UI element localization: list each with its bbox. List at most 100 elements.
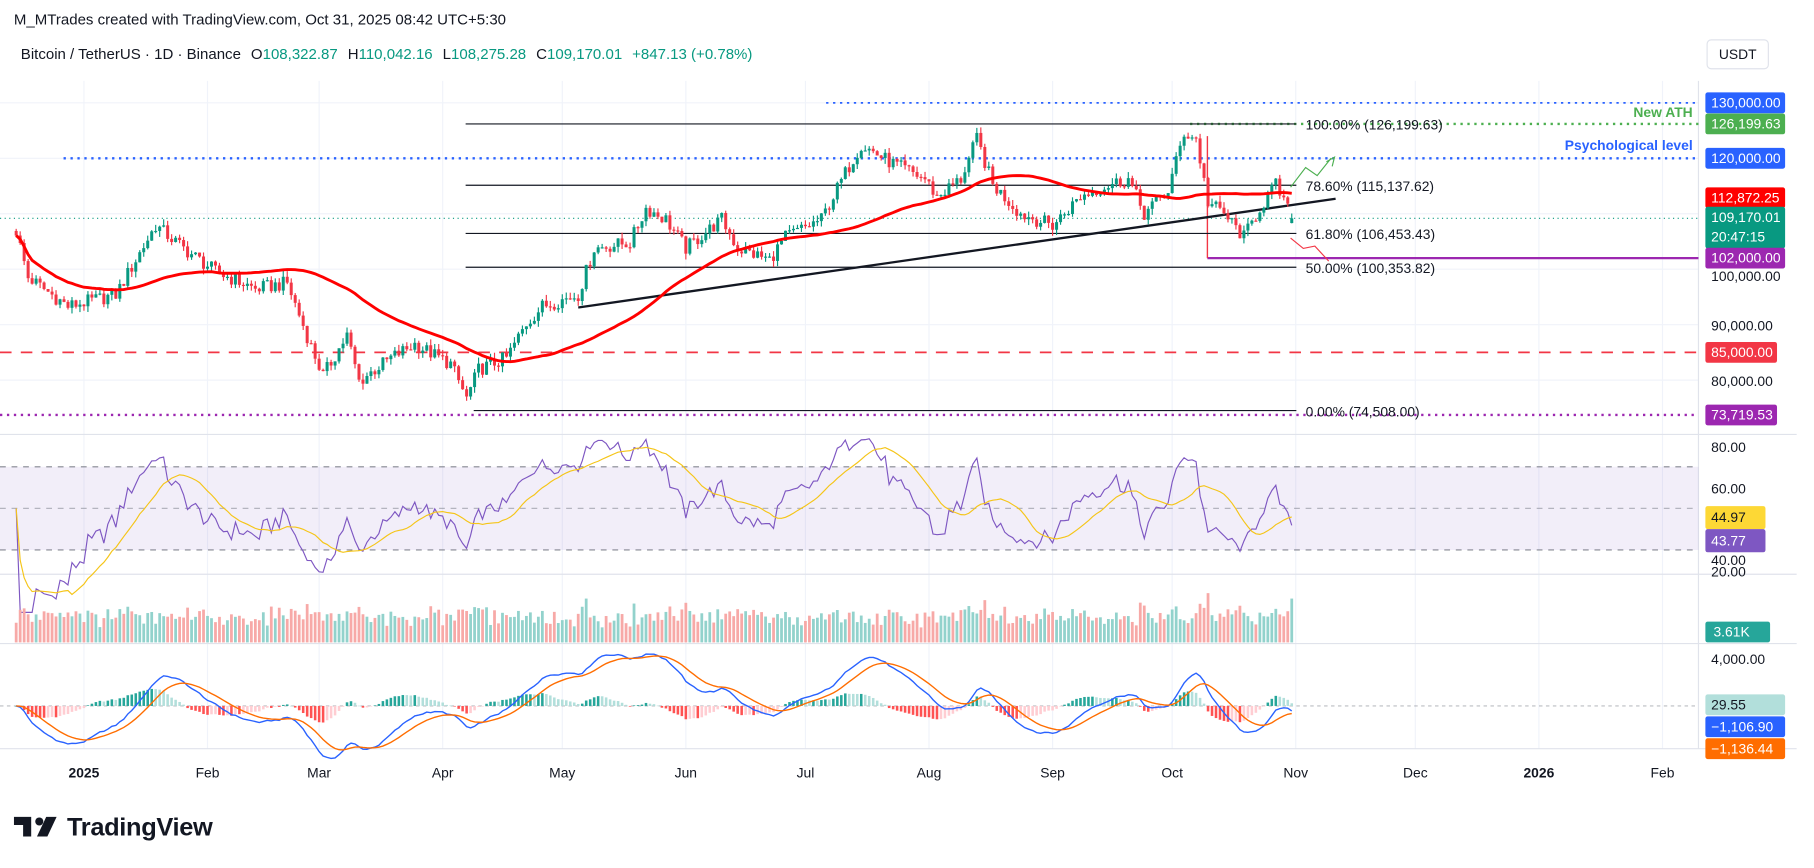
macd-histogram-bar [620, 702, 624, 706]
time-axis-label: Oct [1161, 765, 1183, 781]
candle [42, 282, 46, 290]
volume-bar [772, 617, 775, 643]
candle [604, 247, 608, 249]
countdown-label: 20:47:15 [1711, 228, 1765, 244]
volume-bar [812, 618, 815, 643]
tradingview-logo[interactable]: TradingView [13, 812, 213, 842]
macd-histogram-bar [1234, 705, 1238, 722]
candle [1118, 178, 1122, 187]
volume-bar [453, 620, 457, 643]
candle [768, 256, 772, 258]
candle [194, 252, 198, 255]
candle [879, 155, 883, 159]
candle [174, 237, 178, 242]
candle [118, 283, 122, 299]
macd-histogram-bar [576, 703, 580, 706]
time-axis-label: 2025 [69, 765, 100, 781]
volume-bar [664, 611, 668, 643]
volume-bar [1023, 615, 1027, 643]
volume-bar [899, 616, 903, 643]
macd-histogram-bar [1131, 701, 1134, 706]
candle [839, 178, 843, 183]
macd-histogram-bar [1087, 696, 1090, 706]
candle [62, 299, 66, 302]
price-axis-tick: 80,000.00 [1711, 373, 1773, 389]
volume-bar [66, 612, 70, 643]
macd-histogram-bar [995, 705, 999, 711]
new-ath-annotation: New ATH [1633, 104, 1692, 120]
volume-bar [202, 609, 205, 643]
macd-histogram-bar [887, 705, 891, 709]
candle [1242, 230, 1246, 239]
time-axis-label: Feb [1651, 765, 1675, 781]
volume-bar [1130, 621, 1134, 643]
volume-bar [130, 611, 134, 643]
volume-bar [728, 611, 732, 643]
time-axis-label: Sep [1040, 765, 1065, 781]
volume-bar [632, 603, 636, 643]
volume-bar [640, 617, 644, 643]
candle [532, 320, 536, 324]
volume-bar [393, 615, 397, 643]
macd-histogram-bar [716, 705, 720, 710]
candle [249, 283, 253, 286]
macd-histogram-bar [592, 697, 596, 706]
volume-bar [1055, 619, 1058, 643]
macd-histogram-bar [553, 697, 556, 706]
macd-histogram-bar [305, 705, 309, 717]
macd-histogram-bar [242, 705, 245, 714]
macd-histogram-bar [632, 705, 636, 706]
candle [676, 230, 680, 232]
candle [158, 226, 162, 231]
candle [1015, 208, 1019, 216]
macd-histogram-bar [800, 699, 803, 706]
volume-bar [963, 609, 967, 643]
macd-histogram-bar [784, 703, 787, 706]
volume-bar [760, 612, 763, 643]
chart-canvas[interactable]: 100.00% (126,199.63) 78.60% (115,137.62) 6… [0, 0, 1814, 809]
volume-bar [692, 614, 696, 643]
macd-histogram-label-box [1705, 694, 1786, 716]
candle [740, 251, 744, 254]
macd-histogram-bar [656, 705, 660, 707]
candle [843, 167, 847, 179]
candle [716, 217, 720, 232]
volume-bar [170, 613, 174, 643]
candle [1078, 199, 1082, 201]
candle [1082, 194, 1086, 200]
volume-bar [1250, 621, 1254, 643]
macd-histogram-bar [66, 705, 70, 715]
candle [1178, 145, 1182, 157]
macd-histogram-bar [469, 705, 472, 714]
volume-bar [126, 606, 130, 643]
candle [552, 306, 556, 310]
macd-histogram-bar [760, 705, 763, 714]
macd-histogram-bar [373, 705, 377, 706]
macd-histogram-bar [90, 703, 94, 706]
signal-line [16, 655, 1292, 751]
volume-bar [536, 616, 540, 643]
candle [257, 288, 261, 292]
candle [493, 358, 497, 366]
volume-bar [106, 609, 110, 643]
low-label: L [442, 45, 451, 63]
volume-bar [648, 613, 652, 643]
volume-bar [46, 612, 50, 643]
volume-bar [688, 610, 692, 643]
macd-histogram-bar [365, 705, 369, 708]
candle [321, 369, 325, 372]
macd-histogram-bar [441, 702, 444, 706]
macd-histogram-bar [1043, 705, 1046, 712]
candle [612, 246, 616, 252]
macd-histogram-bar [517, 695, 520, 706]
candle [911, 166, 915, 173]
volume-bar [756, 614, 759, 643]
symbol-title[interactable]: Bitcoin / TetherUS · 1D · Binance [20, 45, 241, 63]
volume-bar [222, 624, 225, 643]
macd-histogram-bar [923, 705, 927, 718]
candle [827, 208, 831, 210]
volume-bar [353, 612, 357, 643]
macd-histogram-bar [828, 699, 831, 706]
currency-button[interactable]: USDT [1706, 39, 1769, 70]
macd-histogram-bar [883, 704, 887, 706]
